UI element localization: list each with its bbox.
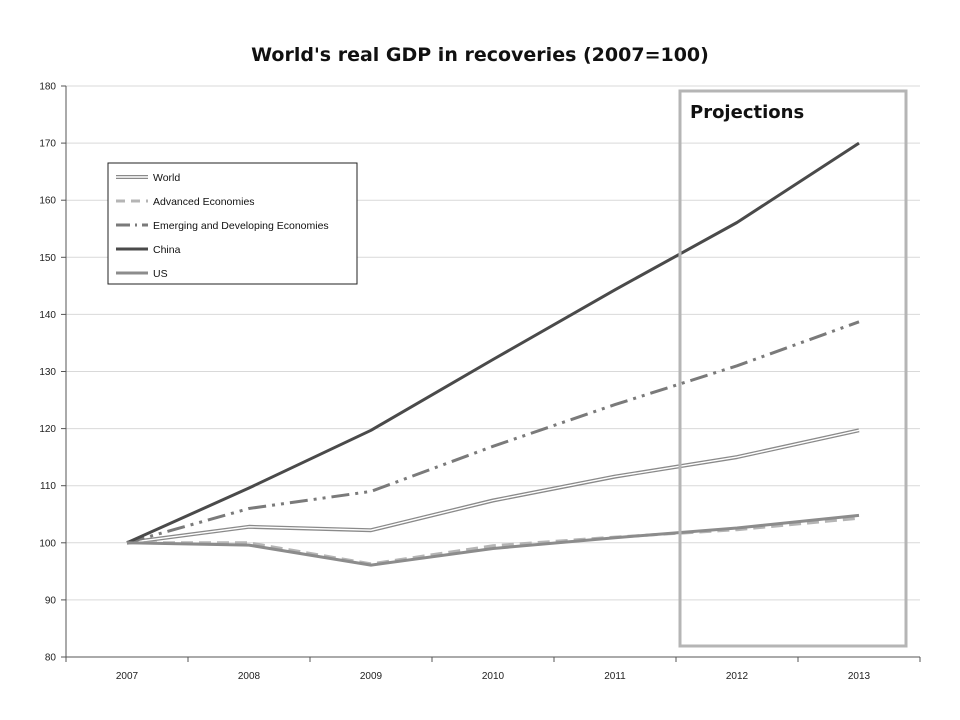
legend-box: [107, 162, 358, 285]
y-tick-label: 120: [39, 424, 56, 435]
legend-item: Emerging and Developing Economies: [116, 220, 329, 232]
legend-item: China: [116, 244, 181, 256]
y-tick-label: 90: [45, 595, 57, 606]
x-tick-label: 2007: [116, 671, 139, 682]
series-line: [126, 320, 860, 545]
x-tick-label: 2010: [482, 671, 505, 682]
y-tick-label: 130: [39, 367, 56, 378]
axes: 80 90 100 110 120 130 140 150 160 170 180 2007 2008 2…: [39, 82, 921, 682]
y-tick-label: 160: [39, 196, 56, 207]
x-tick-label: 2013: [848, 671, 871, 682]
series-us: [126, 513, 860, 567]
chart-title: World's real GDP in recoveries (2007=100…: [251, 44, 709, 66]
series-china: [126, 141, 860, 545]
legend-label: Advanced Economies: [153, 196, 255, 208]
legend-item: World: [116, 172, 180, 184]
series-line-inner: [126, 429, 860, 544]
series-line: [126, 513, 860, 567]
y-tick-label: 170: [39, 139, 56, 150]
y-tick-label: 180: [39, 82, 56, 93]
legend-label: China: [153, 244, 181, 256]
x-tick-label: 2012: [726, 671, 749, 682]
x-tick-label: 2011: [604, 671, 626, 682]
projections-label: Projections: [690, 102, 804, 123]
legend-label: Emerging and Developing Economies: [153, 220, 329, 232]
y-tick-label: 80: [45, 653, 57, 664]
x-tick-label: 2008: [238, 671, 261, 682]
legend-item: US: [116, 268, 168, 280]
series-line: [126, 141, 860, 545]
x-tick-label: 2009: [360, 671, 383, 682]
y-tick-label: 100: [39, 538, 56, 549]
series-lines: [126, 141, 860, 567]
y-tick-label: 140: [39, 310, 56, 321]
legend: World Advanced Economies Emerging and Deve…: [107, 162, 358, 285]
y-tick-label: 150: [39, 253, 56, 264]
projections-box-group: Projections: [678, 89, 908, 648]
legend-label: US: [153, 268, 168, 280]
legend-label: World: [153, 172, 180, 184]
projections-box: [678, 89, 908, 648]
series-world: [126, 428, 860, 545]
series-advanced-economies: [127, 516, 860, 566]
series-emerging-and-developing-economies: [126, 320, 860, 545]
series-line: [127, 516, 860, 566]
legend-item: Advanced Economies: [116, 196, 255, 208]
y-tick-label: 110: [40, 481, 56, 492]
